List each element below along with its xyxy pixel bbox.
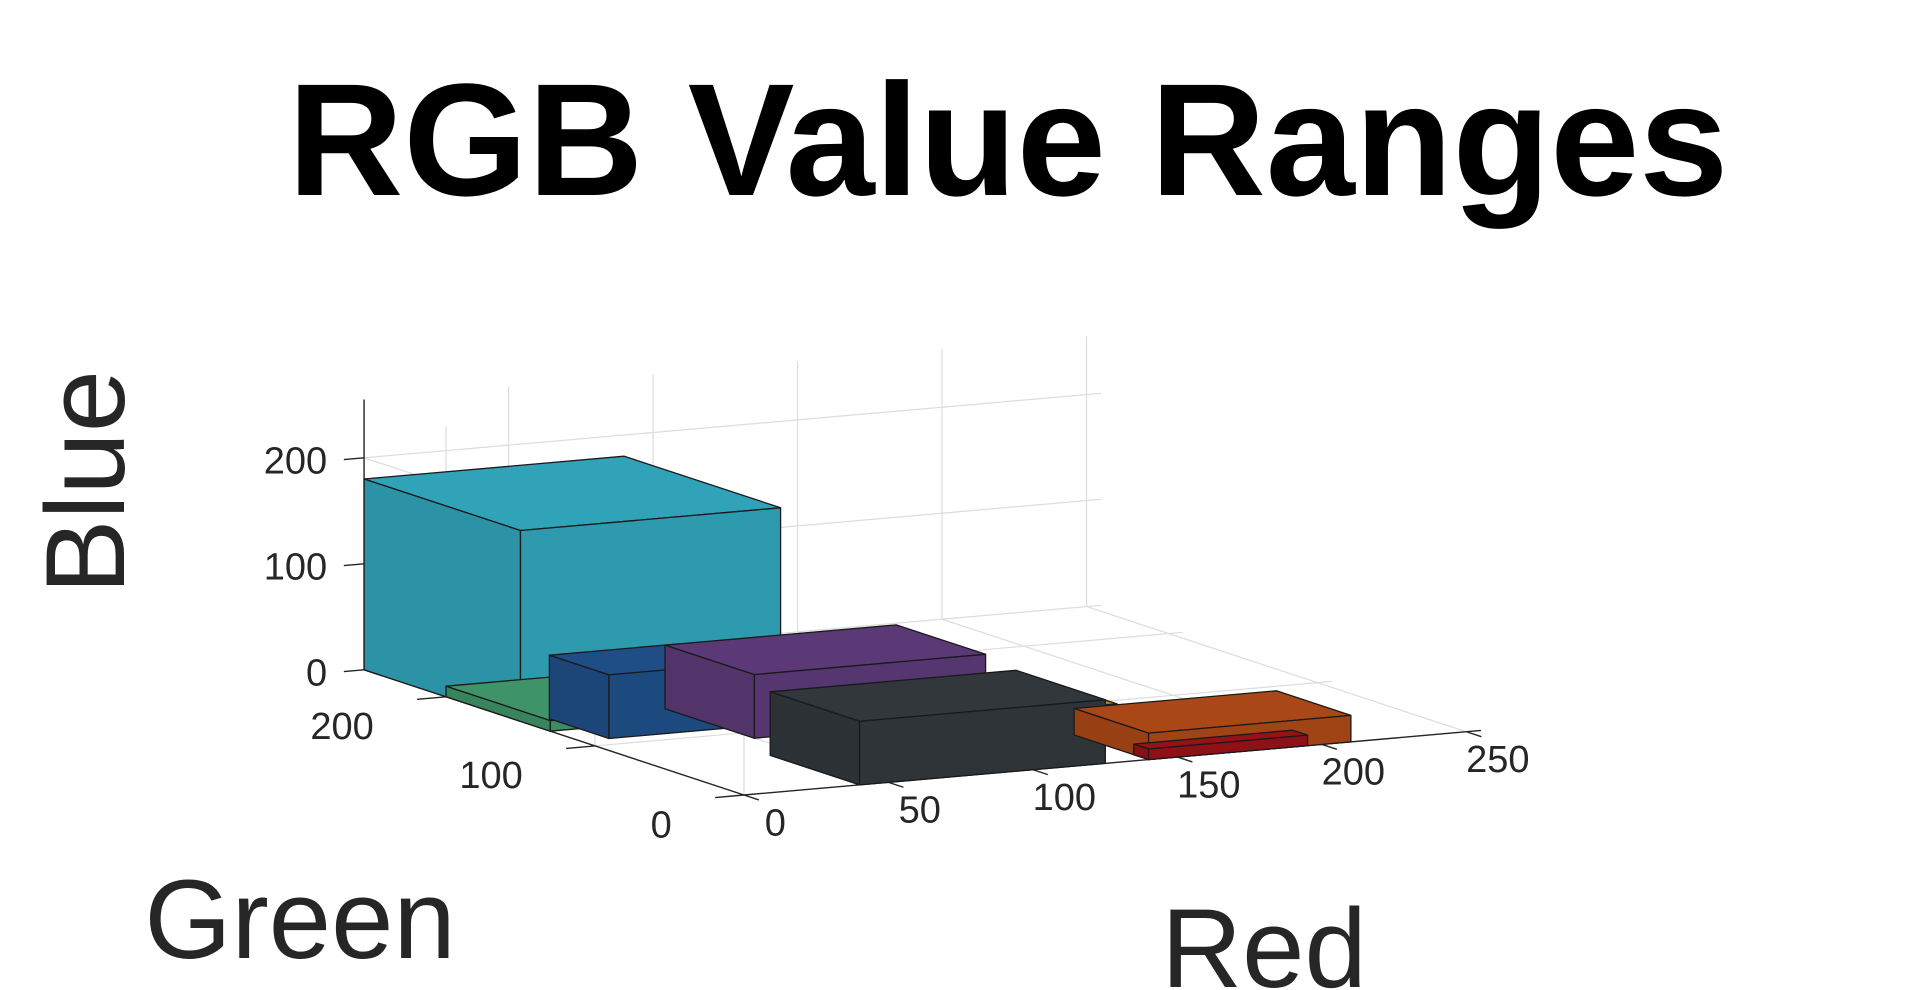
x-tick-label: 200 bbox=[1322, 752, 1385, 794]
x-tick-mark bbox=[888, 781, 904, 788]
range-box-4 bbox=[769, 669, 1106, 786]
x-tick-label: 250 bbox=[1466, 739, 1529, 781]
range-box-8 bbox=[1133, 729, 1309, 761]
y-tick-mark bbox=[715, 794, 745, 799]
x-tick-mark bbox=[1466, 731, 1482, 738]
box-front-face bbox=[1147, 734, 1309, 761]
z-axis-label: Blue bbox=[23, 370, 148, 594]
y-tick-label: 0 bbox=[651, 804, 672, 846]
chart-title: RGB Value Ranges bbox=[288, 50, 1728, 229]
x-tick-label: 150 bbox=[1177, 764, 1240, 806]
x-tick-mark bbox=[1032, 769, 1049, 776]
x-tick-label: 50 bbox=[899, 790, 941, 832]
y-tick-label: 100 bbox=[459, 755, 522, 797]
y-tick-label: 200 bbox=[310, 706, 373, 748]
x-axis-label: Red bbox=[1161, 886, 1366, 990]
x-tick-label: 0 bbox=[765, 802, 786, 844]
x-tick-label: 100 bbox=[1033, 777, 1096, 819]
y-tick-mark bbox=[417, 696, 447, 701]
z-tick-mark bbox=[343, 669, 365, 673]
y-axis-label: Green bbox=[144, 857, 455, 982]
box-layer bbox=[363, 455, 1352, 786]
tick-layer: 0 50 100 150 200 250 0 100 200 0 100 200 bbox=[264, 440, 1530, 846]
z-tick-mark bbox=[343, 457, 365, 461]
grid-line bbox=[1085, 336, 1467, 733]
z-tick-label: 200 bbox=[264, 440, 327, 482]
x-tick-mark bbox=[743, 794, 760, 801]
box-front-face bbox=[858, 699, 1106, 786]
z-tick-label: 100 bbox=[264, 546, 327, 588]
x-tick-mark bbox=[1321, 743, 1338, 750]
y-tick-mark bbox=[566, 745, 596, 750]
z-tick-mark bbox=[343, 563, 365, 567]
x-tick-mark bbox=[1177, 756, 1193, 763]
z-tick-label: 0 bbox=[306, 652, 327, 694]
